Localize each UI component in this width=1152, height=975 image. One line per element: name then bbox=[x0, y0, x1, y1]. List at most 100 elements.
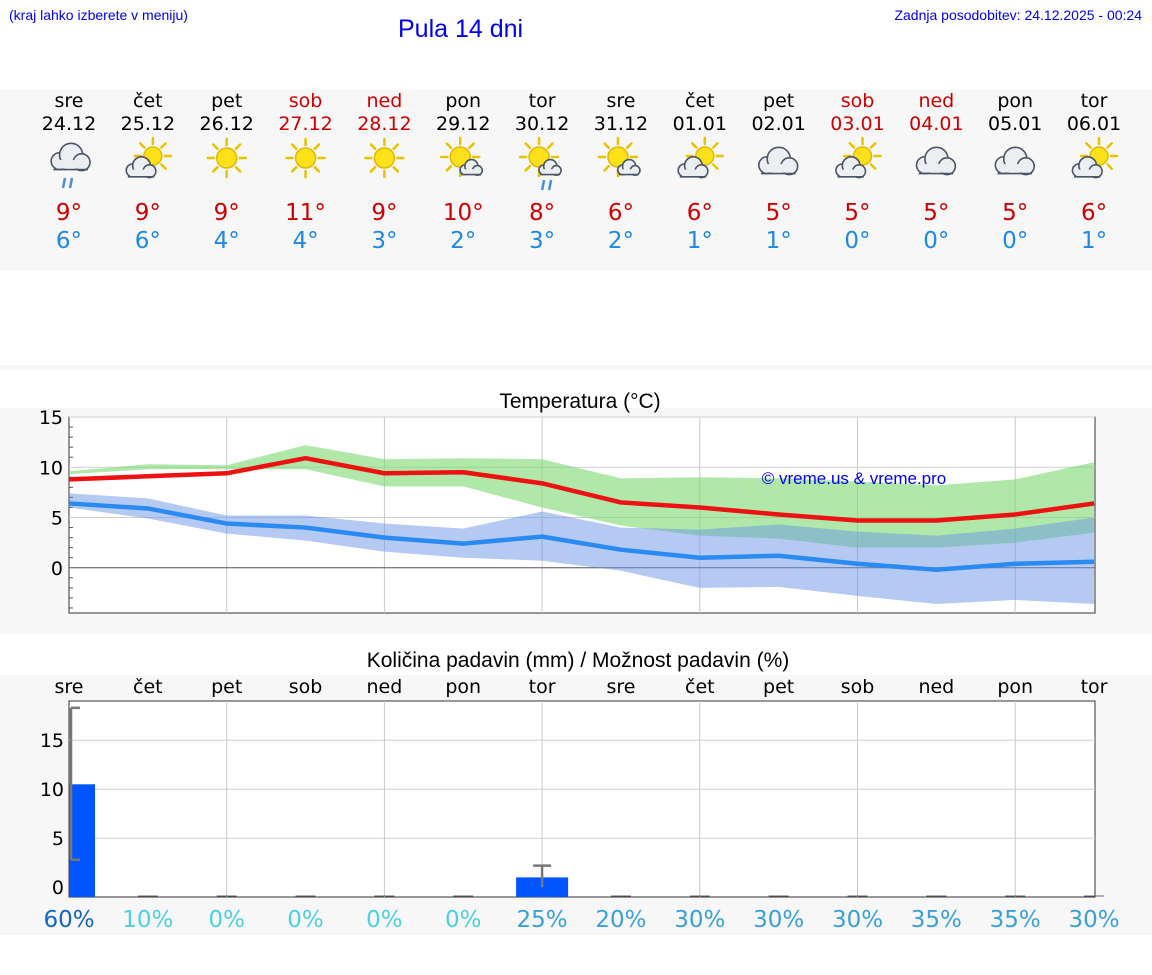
x-tick-label: sob bbox=[289, 676, 323, 698]
day-of-week: čet bbox=[685, 90, 715, 112]
day-date: 04.01 bbox=[909, 113, 963, 135]
day-of-week: sre bbox=[606, 90, 635, 112]
day-date: 27.12 bbox=[278, 113, 332, 135]
day-date: 28.12 bbox=[357, 113, 411, 135]
rain-drop bbox=[68, 177, 74, 189]
x-tick-label: čet bbox=[685, 676, 715, 698]
x-tick-label: tor bbox=[529, 676, 556, 698]
min-temp: 0° bbox=[844, 228, 870, 254]
day-of-week: sre bbox=[55, 90, 84, 112]
precip-chance: 10% bbox=[122, 907, 173, 933]
sun-cloud-icon bbox=[597, 136, 641, 178]
max-temp: 9° bbox=[214, 200, 240, 226]
min-temp-band bbox=[69, 493, 1095, 604]
x-tick-label: pet bbox=[211, 676, 242, 698]
day-of-week: sob bbox=[841, 90, 875, 112]
cloud-body bbox=[839, 169, 860, 176]
max-temp: 5° bbox=[766, 200, 792, 226]
max-temp: 6° bbox=[608, 200, 634, 226]
sun-ray bbox=[848, 142, 856, 149]
min-temp: 6° bbox=[56, 228, 82, 254]
day-of-week: pon bbox=[997, 90, 1033, 112]
cloud-shape bbox=[538, 158, 562, 177]
rain-drop bbox=[540, 179, 546, 191]
sun-ray bbox=[1085, 142, 1092, 149]
y-tick-label: 5 bbox=[51, 508, 63, 530]
sun-cloud-rain-icon bbox=[518, 136, 562, 191]
precip-chance: 0% bbox=[287, 907, 324, 933]
min-temp: 1° bbox=[1081, 228, 1107, 254]
cloud-rain-icon bbox=[50, 142, 91, 189]
precip-chance: 30% bbox=[832, 907, 883, 933]
min-temp-line bbox=[68, 501, 1095, 573]
max-temp-line bbox=[68, 455, 1095, 523]
sun-ray bbox=[369, 165, 377, 173]
x-tick-label: pon bbox=[445, 676, 481, 698]
region-hint[interactable]: (kraj lahko izberete v meniju) bbox=[9, 7, 188, 23]
cloud-sun-icon bbox=[1071, 136, 1119, 179]
max-temp: 11° bbox=[285, 200, 326, 226]
cloud-body bbox=[921, 164, 947, 173]
day-of-week: pet bbox=[763, 90, 794, 112]
cloud-icon bbox=[994, 146, 1036, 176]
cloud-shape bbox=[459, 158, 484, 177]
rain-drop bbox=[547, 179, 553, 191]
max-temp: 10° bbox=[443, 200, 484, 226]
watermark: © vreme.us & vreme.pro bbox=[762, 469, 946, 488]
day-of-week: sob bbox=[289, 90, 323, 112]
cloud-body bbox=[463, 169, 478, 174]
day-date: 30.12 bbox=[515, 113, 569, 135]
precip-chance: 30% bbox=[753, 907, 804, 933]
x-tick-label: pet bbox=[763, 676, 794, 698]
max-temp: 5° bbox=[844, 200, 870, 226]
day-date: 06.01 bbox=[1067, 113, 1121, 135]
min-temp: 0° bbox=[1002, 228, 1028, 254]
sun-ray bbox=[1106, 163, 1114, 170]
cloud-shape bbox=[1071, 155, 1103, 179]
cloud-shape bbox=[835, 155, 867, 179]
cloud-body bbox=[130, 169, 150, 176]
x-tick-label: čet bbox=[133, 676, 163, 698]
precip-chance: 25% bbox=[517, 907, 568, 933]
sun-ray bbox=[392, 143, 400, 151]
day-date: 05.01 bbox=[988, 113, 1042, 135]
day-date: 29.12 bbox=[436, 113, 490, 135]
day-date: 25.12 bbox=[121, 113, 175, 135]
plot-area bbox=[68, 700, 1096, 898]
sun-ray bbox=[869, 163, 877, 170]
chart-title: Temperatura (°C) bbox=[499, 390, 660, 413]
divider bbox=[0, 365, 1152, 370]
y-tick-label: 15 bbox=[40, 730, 64, 752]
x-tick-label: ned bbox=[367, 676, 403, 698]
min-temp: 0° bbox=[923, 228, 949, 254]
cloud-body bbox=[682, 169, 702, 176]
cloud-body bbox=[1076, 169, 1096, 176]
cloud-body bbox=[56, 160, 82, 169]
max-temp: 6° bbox=[1081, 200, 1107, 226]
sun-ray bbox=[212, 165, 219, 173]
sun-ray bbox=[392, 165, 400, 173]
day-of-week: tor bbox=[529, 90, 556, 112]
day-date: 24.12 bbox=[42, 113, 96, 135]
max-temp: 9° bbox=[56, 200, 82, 226]
y-tick-label: 10 bbox=[40, 779, 64, 801]
cloud-icon bbox=[758, 146, 799, 176]
min-temp: 1° bbox=[687, 228, 713, 254]
chart-title: Količina padavin (mm) / Možnost padavin … bbox=[367, 649, 790, 672]
min-temp: 3° bbox=[371, 228, 397, 254]
min-temp: 4° bbox=[292, 228, 318, 254]
